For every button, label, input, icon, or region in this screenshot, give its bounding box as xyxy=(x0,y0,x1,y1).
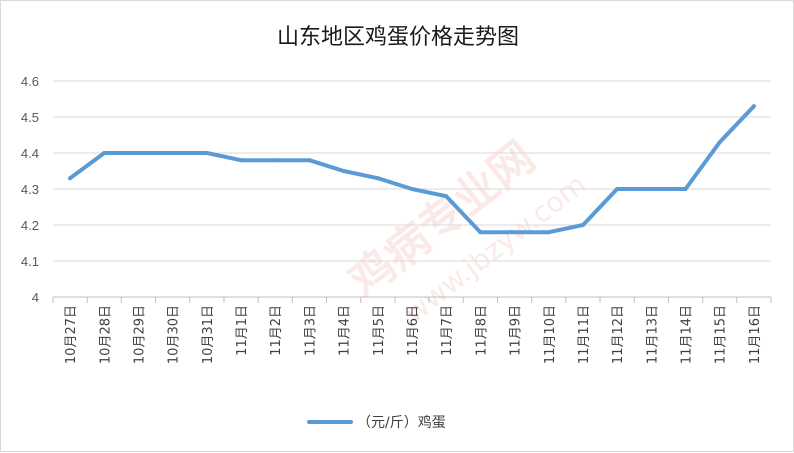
y-tick-label: 4.4 xyxy=(21,146,39,161)
data-point xyxy=(273,158,278,163)
data-point xyxy=(751,104,756,109)
data-point xyxy=(444,194,449,199)
x-tick-label: 10月28日 xyxy=(98,305,113,364)
data-point xyxy=(478,230,483,235)
data-point xyxy=(717,140,722,145)
x-tick-label: 11月3日 xyxy=(303,305,318,356)
x-tick-label: 11月8日 xyxy=(474,305,489,356)
y-tick-label: 4.2 xyxy=(21,218,39,233)
legend: （元/斤）鸡蛋 xyxy=(307,414,446,431)
x-tick-label: 11月9日 xyxy=(509,305,524,356)
x-tick-label: 11月6日 xyxy=(406,305,421,356)
x-tick-label: 10月31日 xyxy=(201,305,216,364)
data-point xyxy=(170,151,175,155)
x-tick-label: 11月11日 xyxy=(577,305,592,364)
y-tick-label: 4.5 xyxy=(21,110,39,125)
data-point xyxy=(204,151,209,155)
series-layer xyxy=(68,104,756,235)
y-tick-label: 4.1 xyxy=(21,254,39,269)
data-point xyxy=(546,230,551,235)
data-point xyxy=(410,187,414,191)
chart-title: 山东地区鸡蛋价格走势图 xyxy=(277,25,519,50)
y-tick-label: 4 xyxy=(32,290,39,305)
data-point xyxy=(580,223,585,227)
x-tick-label: 11月4日 xyxy=(338,305,353,356)
x-axis: 10月27日 10月28日 10月29日 10月30日 10月31日 11月1日 11月2日… xyxy=(52,296,772,364)
x-tick-label: 11月7日 xyxy=(440,305,455,356)
legend-label: （元/斤）鸡蛋 xyxy=(357,414,446,431)
x-tick-label: 11月12日 xyxy=(611,305,626,364)
data-point xyxy=(307,158,312,163)
data-point xyxy=(102,151,107,155)
data-point xyxy=(683,187,688,191)
data-point xyxy=(68,176,73,181)
x-tick-label: 11月13日 xyxy=(645,305,660,364)
x-tick-label: 10月27日 xyxy=(64,305,79,364)
x-tick-label: 11月2日 xyxy=(269,305,284,356)
x-tick-label: 11月1日 xyxy=(235,305,250,356)
data-point xyxy=(341,169,346,173)
x-tick-label: 11月15日 xyxy=(714,305,729,364)
x-tick-label: 11月14日 xyxy=(680,305,695,364)
data-point xyxy=(615,187,620,191)
data-point xyxy=(136,151,141,155)
x-tick-label: 10月29日 xyxy=(132,305,147,364)
data-point xyxy=(239,158,244,163)
data-point xyxy=(649,187,654,191)
y-tick-label: 4.6 xyxy=(21,74,39,89)
x-tick-label: 11月5日 xyxy=(372,305,387,356)
x-tick-label: 10月30日 xyxy=(167,305,182,364)
data-point xyxy=(375,176,380,181)
data-point xyxy=(512,230,517,235)
y-axis-ticks: 4 4.1 4.2 4.3 4.4 4.5 4.6 xyxy=(21,74,39,305)
y-tick-label: 4.3 xyxy=(21,182,39,197)
x-tick-label: 11月16日 xyxy=(748,305,763,364)
x-tick-label: 11月10日 xyxy=(543,305,558,364)
